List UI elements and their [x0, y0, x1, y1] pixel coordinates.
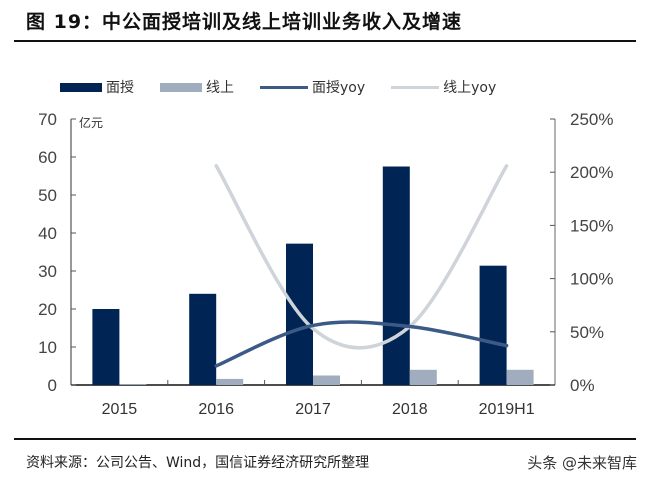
chart-title: 图 19：中公面授培训及线上培训业务收入及增速 [26, 11, 463, 33]
yoy-lines [214, 164, 509, 368]
left-tick-label: 40 [38, 224, 57, 243]
right-tick-label: 250% [570, 110, 613, 129]
left-tick-label: 10 [38, 338, 57, 357]
title-divider [14, 40, 636, 42]
line-offline-yoy [214, 320, 509, 368]
footer-divider [14, 438, 636, 440]
bar-online [313, 375, 340, 385]
bars [92, 166, 534, 385]
chart-legend: 面授 线上 面授yoy 线上yoy [60, 77, 522, 97]
legend-label-online: 线上 [206, 80, 234, 96]
watermark: 头条 @未来智库 [527, 454, 637, 472]
legend-label-offline: 面授 [106, 80, 134, 96]
right-tick-label: 150% [570, 216, 613, 235]
x-tick-label: 2017 [295, 401, 331, 418]
x-tick-label: 2015 [102, 401, 138, 418]
right-tick-label: 100% [570, 270, 613, 289]
left-axis-unit: 亿元 [79, 115, 103, 130]
left-tick-label: 60 [38, 148, 57, 167]
source-note: 资料来源：公司公告、Wind，国信证券经济研究所整理 [26, 455, 370, 471]
legend-swatch-online [160, 82, 202, 92]
legend-swatch-online-yoy [391, 85, 440, 89]
x-tick-label: 2018 [392, 401, 428, 418]
left-tick-label: 50 [38, 186, 57, 205]
legend-label-online-yoy: 线上yoy [443, 80, 497, 96]
bar-online [216, 378, 244, 385]
legend-item-online: 线上 [160, 77, 234, 97]
bar-online [409, 369, 437, 385]
legend-item-online-yoy: 线上yoy [391, 77, 496, 97]
left-tick-label: 30 [38, 262, 57, 281]
right-tick-label: 0% [570, 376, 595, 395]
right-tick-label: 200% [570, 163, 613, 182]
bar-offline [92, 309, 120, 385]
line-online-yoy [214, 164, 509, 350]
left-tick-label: 20 [38, 300, 57, 319]
legend-item-offline-yoy: 面授yoy [260, 77, 365, 97]
bar-offline [382, 166, 410, 385]
left-tick-label: 70 [38, 110, 57, 129]
bar-online [506, 369, 534, 385]
legend-swatch-offline-yoy [260, 85, 308, 89]
bar-offline [479, 265, 507, 385]
bar-online [119, 384, 147, 385]
right-tick-label: 50% [570, 323, 604, 342]
x-tick-label: 2016 [198, 401, 234, 418]
axis-labels: 0 10 20 30 40 50 60 70 亿元 0% 50% 100% 150% 200% 250% 20… [38, 110, 613, 418]
legend-label-offline-yoy: 面授yoy [312, 80, 366, 96]
legend-item-offline: 面授 [60, 77, 134, 97]
bar-offline [189, 293, 217, 385]
left-tick-label: 0 [48, 376, 57, 395]
legend-swatch-offline [60, 82, 102, 92]
x-tick-label: 2019H1 [479, 401, 535, 418]
